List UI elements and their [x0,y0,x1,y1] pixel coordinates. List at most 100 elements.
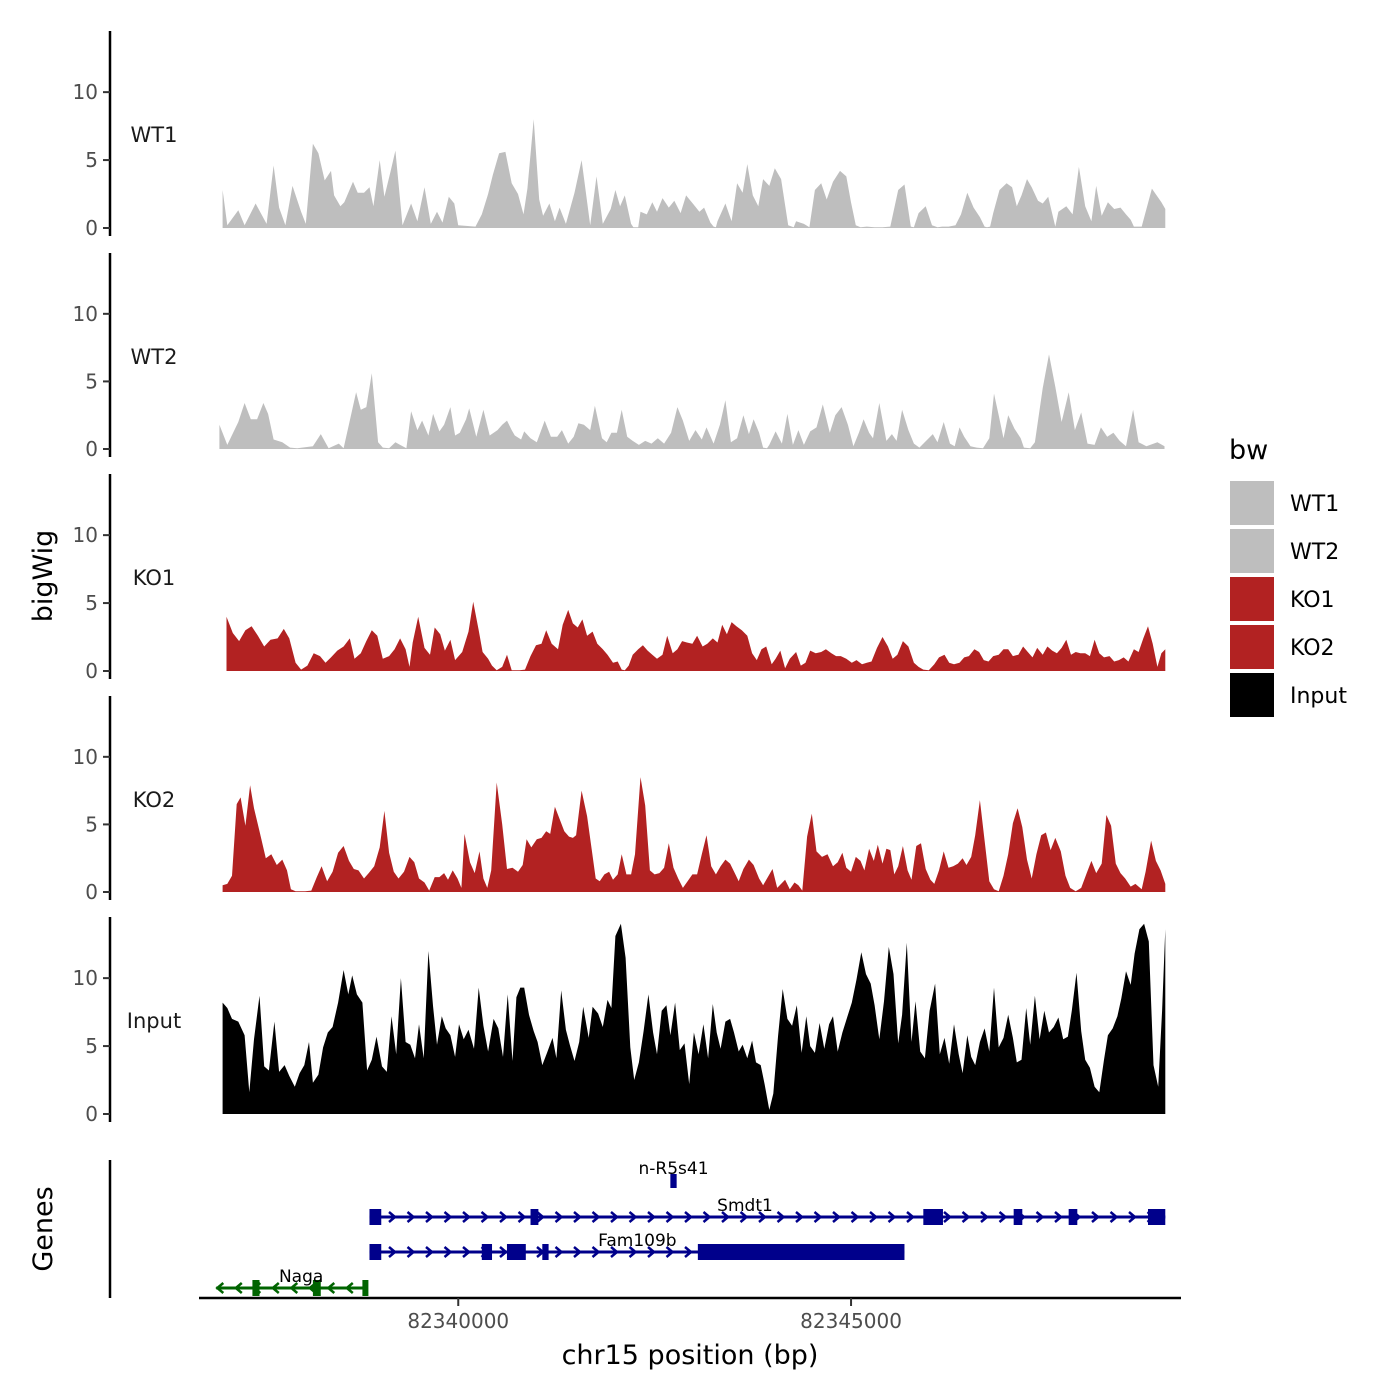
legend-label-wt2: WT2 [1290,540,1339,565]
strand-arrow [289,1282,299,1294]
strand-arrow [554,1211,564,1223]
y-tick-label: 0 [85,659,98,683]
track-label-ko2: KO2 [133,788,176,812]
genes-axis-title: Genes [28,1186,59,1271]
track-panel-ko2: 0 5 10 KO2 [73,696,1166,904]
legend-swatch-ko2 [1228,623,1276,671]
y-tick-label: 5 [85,591,98,615]
strand-arrow [406,1211,416,1223]
strand-arrow [610,1246,619,1258]
exon-block [1068,1209,1078,1225]
strand-arrow [832,1211,841,1223]
legend-swatch-wt1 [1228,479,1276,527]
strand-arrow [684,1211,693,1223]
strand-arrow [591,1246,601,1258]
coverage-area-input [222,923,1166,1114]
track-label-wt2: WT2 [131,345,178,369]
strand-arrow [270,1282,280,1294]
coverage-area-ko1 [226,601,1166,671]
strand-arrow [1035,1211,1045,1223]
legend-label-ko2: KO2 [1290,636,1335,661]
strand-arrow [536,1211,545,1223]
strand-arrow [980,1211,989,1223]
x-tick-label: 82340000 [407,1309,509,1333]
strand-arrow [425,1246,434,1258]
x-axis-title: chr15 position (bp) [562,1340,819,1371]
exon-block [312,1280,321,1296]
exon-block [362,1280,369,1296]
exon-block [1013,1209,1023,1225]
strand-arrow [499,1211,508,1223]
strand-arrow [215,1282,225,1294]
exon-block [252,1280,260,1296]
strand-arrow [702,1211,712,1223]
strand-arrow [906,1211,915,1223]
strand-arrow [517,1211,527,1223]
legend-swatch-ko1 [1228,575,1276,623]
strand-arrow [665,1246,675,1258]
y-tick-label: 10 [73,302,98,326]
y-tick-label: 10 [73,966,98,990]
strand-arrow [443,1246,453,1258]
strand-arrow [1128,1211,1137,1223]
strand-arrow [628,1211,638,1223]
y-tick-label: 5 [85,369,98,393]
track-panel-wt2: 0 5 10 WT2 [73,253,1165,461]
track-panel-ko1: 0 5 10 KO1 [73,474,1166,683]
track-label-ko1: KO1 [133,566,176,590]
strand-arrow [776,1211,786,1223]
gene-track: n-R5s41 Smdt1 Fam109b Naga [108,1159,1166,1298]
strand-arrow [1054,1211,1063,1223]
strand-arrow [388,1211,397,1223]
strand-arrow [573,1211,582,1223]
strand-arrow [813,1211,823,1223]
strand-arrow [943,1211,952,1223]
exon-block [923,1209,943,1225]
legend-swatch-wt2 [1228,527,1276,575]
gene-label: Naga [279,1267,323,1287]
strand-arrow [665,1211,675,1223]
exon-block [530,1209,539,1225]
strand-arrow [344,1282,354,1294]
y-tick-label: 0 [85,1102,98,1126]
strand-arrow [462,1211,471,1223]
gene-naga: Naga [215,1267,369,1296]
strand-arrow [388,1246,397,1258]
strand-arrow [591,1211,601,1223]
exon-block [670,1174,677,1188]
x-axis: 82340000 82345000 [199,1296,1181,1333]
strand-arrow [462,1246,471,1258]
exon-block [697,1244,905,1260]
y-axis-title: bigWig [28,530,59,623]
strand-arrow [998,1211,1008,1223]
strand-arrow [1109,1211,1119,1223]
strand-arrow [1091,1211,1100,1223]
legend-swatch-input [1228,671,1276,719]
gene-label: n-R5s41 [638,1159,708,1179]
strand-arrow [326,1282,336,1294]
y-tick-label: 0 [85,437,98,461]
exon-block [369,1209,382,1225]
strand-arrow [684,1246,693,1258]
coverage-area-ko2 [222,777,1166,892]
strand-arrow [443,1211,453,1223]
track-label-input: Input [127,1009,181,1033]
y-tick-label: 5 [85,812,98,836]
y-tick-label: 10 [73,523,98,547]
coverage-tracks: 0 5 10 WT1 0 5 10 WT2 0 5 10 KO1 0 5 10 KO2 0 5 10 Input [73,31,1166,1126]
strand-arrow [739,1211,749,1223]
exon-block [1148,1209,1166,1225]
exon-block [369,1244,382,1260]
strand-arrow [758,1211,767,1223]
x-tick-label: 82345000 [800,1309,902,1333]
y-tick-label: 0 [85,880,98,904]
track-panel-wt1: 0 5 10 WT1 [73,31,1166,240]
strand-arrow [869,1211,878,1223]
coverage-area-wt2 [219,354,1165,449]
exon-block [481,1244,493,1260]
strand-arrow [425,1211,434,1223]
gene-n-r5s41: n-R5s41 [638,1159,709,1188]
gene-fam109b: Fam109b [369,1231,905,1260]
strand-arrow [610,1211,619,1223]
legend-label-input: Input [1290,684,1347,709]
